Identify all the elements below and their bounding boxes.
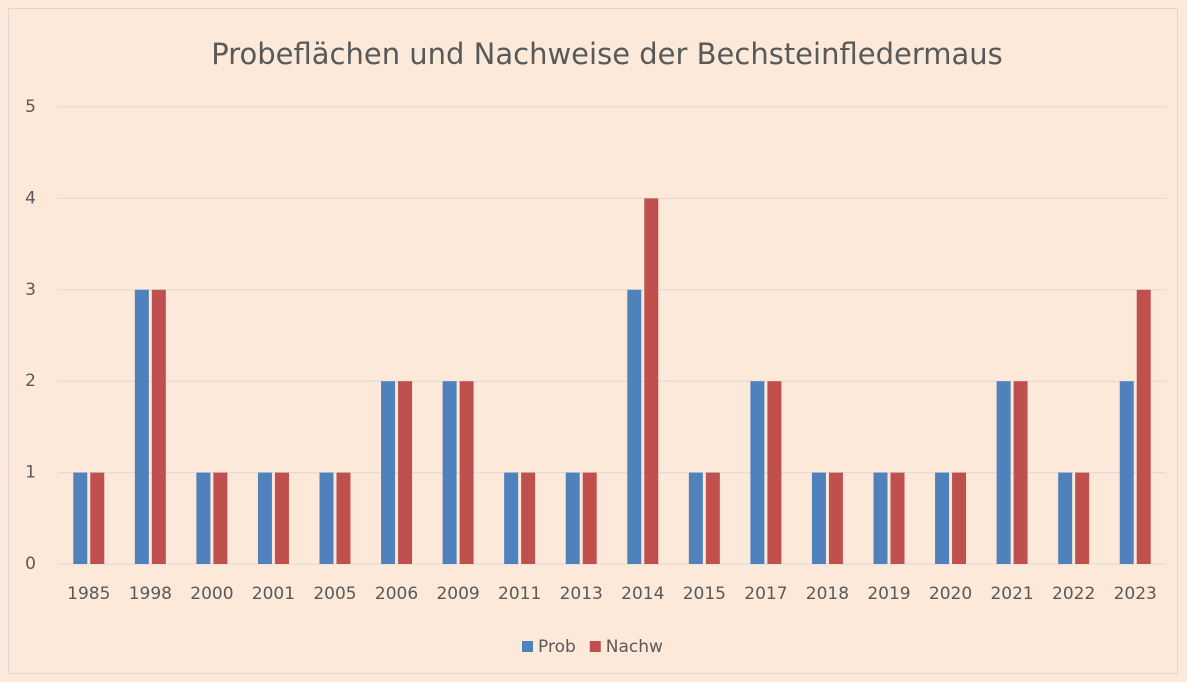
bar — [750, 381, 765, 564]
y-tick-label: 4 — [25, 188, 36, 208]
bar — [504, 472, 519, 564]
x-tick-label: 2017 — [744, 584, 787, 604]
bar — [935, 472, 950, 564]
x-tick-label: 1998 — [129, 584, 172, 604]
bar — [151, 289, 166, 564]
bar — [398, 381, 413, 564]
bar — [1058, 472, 1073, 564]
bar — [1136, 289, 1151, 564]
x-tick-label: 2023 — [1114, 584, 1157, 604]
x-tick-label: 2019 — [867, 584, 910, 604]
bar — [134, 289, 149, 564]
y-tick-label: 0 — [25, 554, 36, 574]
y-tick-label: 5 — [25, 97, 36, 117]
bar — [811, 472, 826, 564]
x-tick-label: 1985 — [67, 584, 110, 604]
bar — [1119, 381, 1134, 564]
bar — [828, 472, 843, 564]
bar — [952, 472, 967, 564]
x-tick-label: 2013 — [560, 584, 603, 604]
x-tick-label: 2021 — [990, 584, 1033, 604]
x-tick-label: 2014 — [621, 584, 664, 604]
x-tick-label: 2009 — [436, 584, 479, 604]
bar — [442, 381, 457, 564]
bar — [213, 472, 228, 564]
y-tick-label: 1 — [25, 463, 36, 483]
x-tick-label: 2020 — [929, 584, 972, 604]
legend-swatch — [589, 641, 601, 652]
x-tick-label: 2000 — [190, 584, 233, 604]
frame — [8, 8, 1178, 674]
bar — [319, 472, 334, 564]
x-tick-label: 2015 — [683, 584, 726, 604]
bar — [90, 472, 105, 564]
bar — [890, 472, 905, 564]
bar — [767, 381, 782, 564]
x-tick-label: 2022 — [1052, 584, 1095, 604]
x-tick-label: 2005 — [313, 584, 356, 604]
bar — [996, 381, 1011, 564]
bar — [336, 472, 351, 564]
y-tick-label: 2 — [25, 371, 36, 391]
bar — [688, 472, 703, 564]
bar — [1013, 381, 1028, 564]
bar — [521, 472, 536, 564]
x-tick-label: 2001 — [252, 584, 295, 604]
bar — [582, 472, 597, 564]
chart-title: Probeflächen und Nachweise der Bechstein… — [211, 37, 1003, 71]
bar — [705, 472, 720, 564]
legend-label: Nachw — [606, 637, 663, 657]
bar — [565, 472, 580, 564]
bar — [1075, 472, 1090, 564]
bar — [459, 381, 474, 564]
bar — [381, 381, 396, 564]
legend-label: Prob — [538, 637, 576, 657]
legend-swatch — [522, 641, 533, 652]
x-tick-label: 2011 — [498, 584, 541, 604]
y-tick-label: 3 — [25, 280, 36, 300]
bar — [873, 472, 888, 564]
x-tick-label: 2006 — [375, 584, 418, 604]
bar — [644, 198, 659, 564]
bar — [274, 472, 289, 564]
bar — [257, 472, 272, 564]
x-tick-label: 2018 — [806, 584, 849, 604]
bar — [73, 472, 88, 564]
bar — [196, 472, 211, 564]
bar — [627, 289, 642, 564]
